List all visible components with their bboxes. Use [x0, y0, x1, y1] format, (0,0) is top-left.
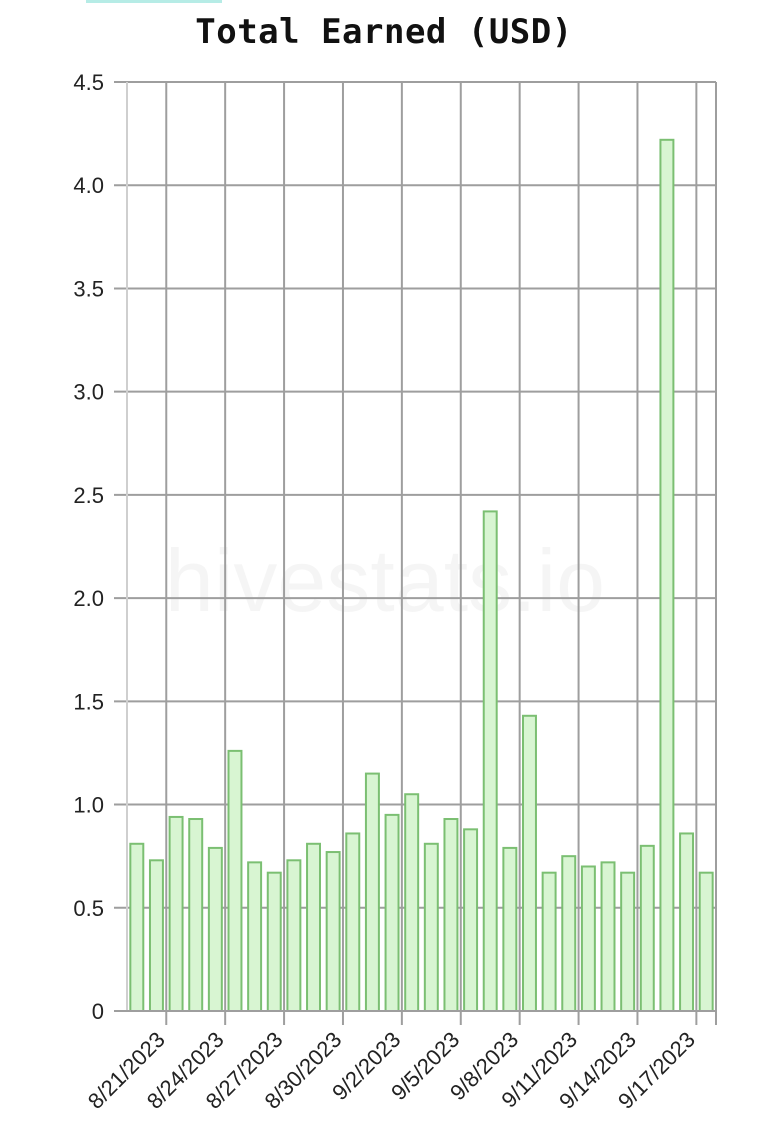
- bar-9/11/2023: [561, 855, 577, 1013]
- bar-8/28/2023: [286, 859, 302, 1012]
- x-axis-ticks: 8/21/20238/24/20238/27/20238/30/20239/2/…: [83, 1027, 700, 1114]
- bar-9/14/2023: [620, 871, 636, 1013]
- grid-layer: [114, 81, 717, 1025]
- bar-8/27/2023: [266, 871, 282, 1013]
- y-tick-label: 2.5: [73, 483, 104, 508]
- bar-9/7/2023: [482, 510, 498, 1012]
- bar-8/22/2023: [168, 815, 184, 1012]
- top-accent-strip: [86, 0, 222, 3]
- y-tick-label: 1.0: [73, 793, 104, 818]
- bar-9/1/2023: [364, 772, 380, 1012]
- bar-9/18/2023: [698, 871, 714, 1013]
- y-tick-label: 3.5: [73, 276, 104, 301]
- bar-9/9/2023: [522, 714, 537, 1012]
- y-tick-label: 3.0: [73, 380, 104, 405]
- bar-8/21/2023: [148, 859, 164, 1012]
- bar-9/5/2023: [443, 818, 459, 1012]
- y-tick-label: 1.5: [73, 689, 104, 714]
- y-tick-label: 0.5: [73, 896, 104, 921]
- bar-9/17/2023: [679, 832, 695, 1012]
- y-tick-label: 2.0: [73, 586, 104, 611]
- bar-8/31/2023: [345, 832, 361, 1012]
- bar-layer: [114, 138, 716, 1013]
- bar-9/8/2023: [502, 846, 518, 1012]
- y-tick-label: 0: [92, 999, 104, 1024]
- bar-9/15/2023: [639, 844, 655, 1012]
- bar-9/2/2023: [384, 813, 400, 1013]
- bar-9/6/2023: [463, 828, 479, 1013]
- bar-8/23/2023: [188, 818, 204, 1012]
- bar-8/25/2023: [227, 749, 243, 1012]
- y-axis-ticks: 0 0.5 1.0 1.5 2.0 2.5 3.0 3.5 4.0 4.5: [73, 70, 104, 1024]
- bar-9/16/2023: [659, 138, 675, 1012]
- bar-9/3/2023: [404, 793, 420, 1012]
- bar-9/13/2023: [600, 861, 616, 1012]
- bar-9/4/2023: [423, 842, 439, 1013]
- bar-8/26/2023: [247, 861, 263, 1012]
- y-tick-label: 4.5: [73, 70, 104, 95]
- bar-8/30/2023: [325, 851, 341, 1012]
- y-tick-label: 4.0: [73, 173, 104, 198]
- chart-title: Total Earned (USD): [195, 12, 573, 52]
- bar-9/12/2023: [580, 865, 596, 1012]
- bar-9/10/2023: [541, 871, 557, 1013]
- bar-8/20/2023: [129, 842, 145, 1013]
- bar-8/24/2023: [207, 846, 223, 1012]
- bar-8/29/2023: [306, 842, 321, 1013]
